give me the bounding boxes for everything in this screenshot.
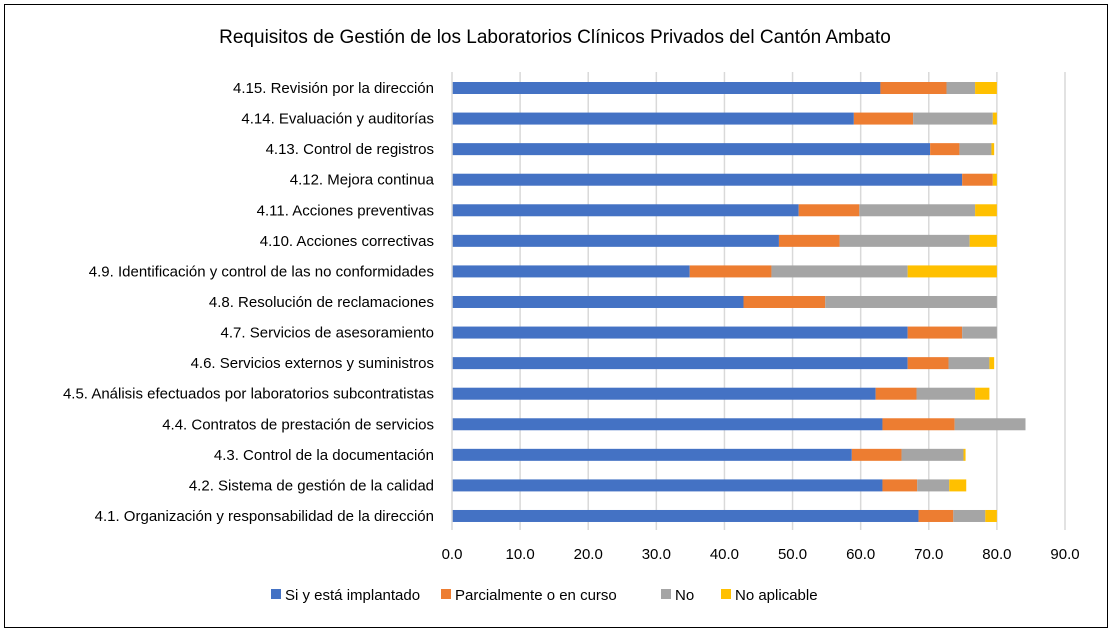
bar-segment-parcialmente-o-en-curso <box>918 509 954 522</box>
bar-segment-no-aplicable <box>963 448 966 461</box>
category-label: 4.9. Identificación y control de las no … <box>89 263 434 280</box>
bar-segment-parcialmente-o-en-curso <box>882 479 918 492</box>
x-tick-label: 20.0 <box>574 546 603 563</box>
bar-segment-no <box>913 112 993 125</box>
bar-segment-no-aplicable <box>949 479 967 492</box>
chart-border <box>4 4 1108 628</box>
category-label: 4.15. Revisión por la dirección <box>233 80 434 97</box>
bar-segment-no <box>962 326 997 339</box>
x-tick-label: 40.0 <box>710 546 739 563</box>
legend-label: Si y está implantado <box>285 587 420 604</box>
bar-segment-parcialmente-o-en-curso <box>962 173 993 186</box>
bar-segment-no <box>954 418 1026 431</box>
bar-segment-no <box>948 357 990 370</box>
bar-segment-parcialmente-o-en-curso <box>851 448 902 461</box>
bar-segment-parcialmente-o-en-curso <box>778 234 840 247</box>
bar-segment-no <box>859 204 976 217</box>
category-label: 4.1. Organización y responsabilidad de l… <box>95 508 434 525</box>
bar-segment-si-y-est-implantado <box>452 112 854 125</box>
bar-segment-no <box>916 387 976 400</box>
x-tick-label: 70.0 <box>914 546 943 563</box>
bar-segment-no-aplicable <box>985 509 997 522</box>
bar-segment-parcialmente-o-en-curso <box>907 326 963 339</box>
legend-label: Parcialmente o en curso <box>455 587 617 604</box>
x-tick-label: 10.0 <box>506 546 535 563</box>
bar-segment-no-aplicable <box>992 112 997 125</box>
bar-segment-si-y-est-implantado <box>452 479 883 492</box>
bar-segment-no-aplicable <box>975 204 997 217</box>
bar-segment-no-aplicable <box>975 387 990 400</box>
bar-segment-parcialmente-o-en-curso <box>875 387 917 400</box>
chart-title: Requisitos de Gestión de los Laboratorio… <box>219 27 891 48</box>
category-label: 4.3. Control de la documentación <box>214 447 434 464</box>
bar-segment-no-aplicable <box>992 173 997 186</box>
bar-segment-no-aplicable <box>975 82 997 94</box>
bar-segment-parcialmente-o-en-curso <box>907 357 949 370</box>
category-label: 4.14. Evaluación y auditorías <box>241 111 434 128</box>
bar-segment-no <box>825 295 997 308</box>
category-label: 4.13. Control de registros <box>266 141 434 158</box>
bar-segment-parcialmente-o-en-curso <box>882 418 955 431</box>
legend-swatch <box>661 589 671 599</box>
bar-segment-si-y-est-implantado <box>452 234 779 247</box>
bar-segment-no <box>953 509 986 522</box>
bar-segment-no-aplicable <box>907 265 997 278</box>
bar-segment-si-y-est-implantado <box>452 509 919 522</box>
category-label: 4.7. Servicios de asesoramiento <box>221 325 434 342</box>
bar-segment-parcialmente-o-en-curso <box>930 143 960 156</box>
category-label: 4.2. Sistema de gestión de la calidad <box>189 477 434 494</box>
bar-segment-si-y-est-implantado <box>452 418 883 431</box>
bar-segment-si-y-est-implantado <box>452 204 799 217</box>
bar-segment-si-y-est-implantado <box>452 326 908 339</box>
bar-segment-si-y-est-implantado <box>452 357 908 370</box>
bar-segment-parcialmente-o-en-curso <box>880 82 947 94</box>
category-label: 4.11. Acciones preventivas <box>257 202 434 219</box>
legend-swatch <box>721 589 731 599</box>
x-tick-label: 90.0 <box>1050 546 1079 563</box>
bar-segment-si-y-est-implantado <box>452 82 881 94</box>
legend-label: No <box>675 587 694 604</box>
bar-segment-si-y-est-implantado <box>452 295 744 308</box>
bar-segment-no-aplicable <box>991 143 995 156</box>
bar-segment-si-y-est-implantado <box>452 143 931 156</box>
legend-label: No aplicable <box>735 587 818 604</box>
x-tick-label: 60.0 <box>846 546 875 563</box>
x-tick-label: 50.0 <box>778 546 807 563</box>
category-label: 4.12. Mejora continua <box>290 172 435 189</box>
category-label: 4.10. Acciones correctivas <box>260 233 434 250</box>
legend-swatch <box>441 589 451 599</box>
bar-segment-si-y-est-implantado <box>452 387 876 400</box>
bar-segment-no <box>901 448 964 461</box>
bar-segment-si-y-est-implantado <box>452 448 852 461</box>
bar-segment-no <box>839 234 970 247</box>
bar-segment-parcialmente-o-en-curso <box>743 295 826 308</box>
x-tick-label: 0.0 <box>442 546 463 563</box>
bar-segment-no <box>959 143 992 156</box>
bar-segment-no-aplicable <box>969 234 997 247</box>
bar-segment-no <box>771 265 908 278</box>
legend-swatch <box>271 589 281 599</box>
bar-segment-no <box>917 479 950 492</box>
x-tick-label: 30.0 <box>642 546 671 563</box>
category-label: 4.5. Análisis efectuados por laboratorio… <box>63 386 434 403</box>
category-label: 4.8. Resolución de reclamaciones <box>209 294 434 311</box>
bar-segment-no-aplicable <box>989 357 995 370</box>
bar-segment-si-y-est-implantado <box>452 173 963 186</box>
bar-segment-si-y-est-implantado <box>452 265 690 278</box>
bar-segment-parcialmente-o-en-curso <box>853 112 914 125</box>
bar-segment-no <box>946 82 976 94</box>
x-tick-label: 80.0 <box>982 546 1011 563</box>
category-label: 4.6. Servicios externos y suministros <box>191 355 434 372</box>
bar-segment-parcialmente-o-en-curso <box>689 265 772 278</box>
bar-segment-parcialmente-o-en-curso <box>798 204 860 217</box>
category-label: 4.4. Contratos de prestación de servicio… <box>162 416 434 433</box>
